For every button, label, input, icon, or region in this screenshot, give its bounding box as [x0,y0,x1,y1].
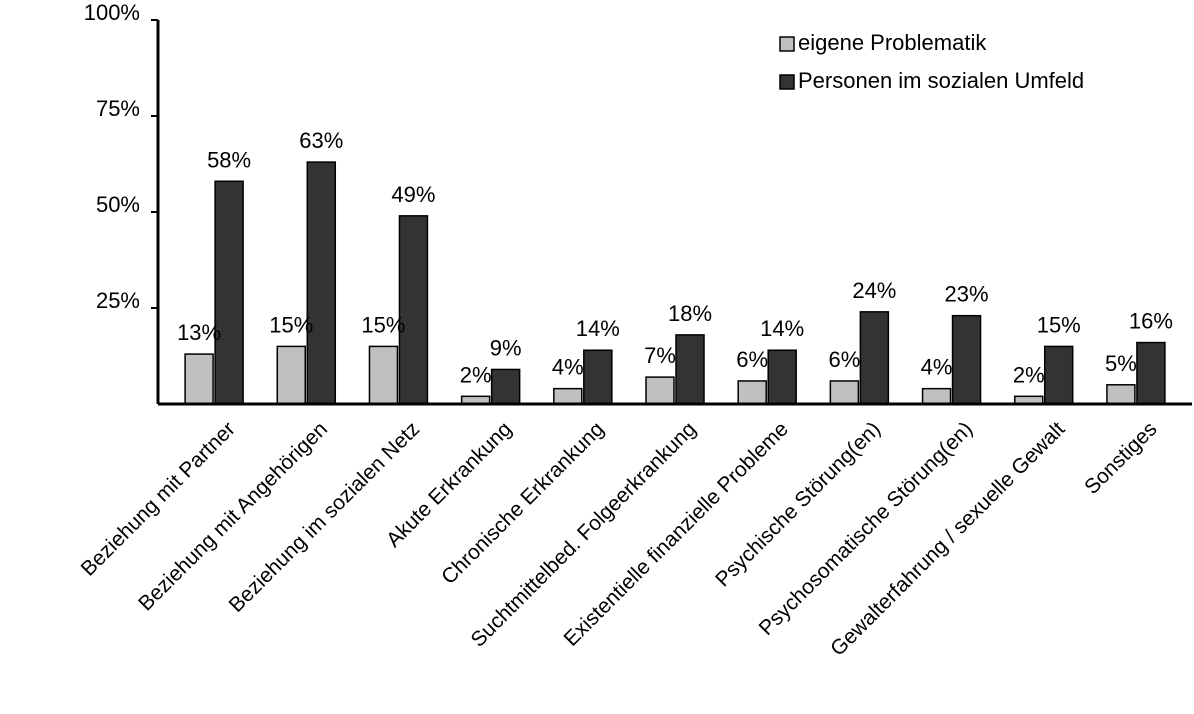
data-label: 13% [177,320,221,345]
bar-eigene-problematik [276,345,307,405]
data-label: 49% [391,182,435,207]
bar-eigene-problematik [368,345,399,405]
data-label: 58% [207,147,251,172]
data-label: 18% [668,301,712,326]
y-tick-label: 75% [96,96,140,121]
category-label: Beziehung mit Angehörigen [134,417,332,615]
data-label: 2% [460,362,492,387]
legend-label: Personen im sozialen Umfeld [798,68,1084,93]
data-label: 4% [921,355,953,380]
bar-eigene-problematik [737,380,767,405]
bar-personen-im-umfeld [767,349,797,405]
data-label: 7% [644,343,676,368]
y-tick-label: 100% [84,0,140,25]
bar-personen-im-umfeld [214,180,244,405]
bar-personen-im-umfeld [490,368,521,405]
bar-eigene-problematik [829,380,860,405]
bar-personen-im-umfeld [398,215,429,405]
category-label: Beziehung mit Partner [77,417,240,580]
data-label: 6% [828,347,860,372]
bar-personen-im-umfeld [1136,341,1166,405]
data-label: 16% [1129,309,1173,334]
bar-personen-im-umfeld [859,311,890,405]
data-label: 4% [552,355,584,380]
bar-eigene-problematik [553,387,583,405]
data-label: 23% [945,282,989,307]
data-label: 6% [736,347,768,372]
bar-personen-im-umfeld [951,314,982,405]
data-label: 15% [269,312,313,337]
category-label: Beziehung im sozialen Netz [225,417,425,617]
bar-personen-im-umfeld [675,334,705,405]
bar-personen-im-umfeld [583,349,613,405]
data-label: 2% [1013,362,1045,387]
legend-swatch [779,36,795,52]
bar-personen-im-umfeld [306,161,337,405]
bar-eigene-problematik [921,387,952,405]
bar-eigene-problematik [1106,384,1136,405]
data-label: 15% [1037,312,1081,337]
bar-eigene-problematik [645,376,675,405]
data-label: 9% [490,335,522,360]
y-tick-label: 50% [96,192,140,217]
data-label: 15% [361,312,405,337]
y-tick-label: 25% [96,288,140,313]
legend: eigene Problematik Personen im sozialen U… [779,30,1084,93]
category-label: Sonstiges [1080,417,1161,498]
data-label: 63% [299,128,343,153]
data-label: 5% [1105,351,1137,376]
category-label: Chronische Erkrankung [437,417,608,588]
legend-swatch [779,74,795,90]
y-axis-ticks: 25% 50% 75% 100% [84,0,158,313]
bar-eigene-problematik [184,353,214,405]
data-label: 14% [576,316,620,341]
category-label: Psychische Störung(en) [711,417,885,591]
bar-personen-im-umfeld [1043,345,1074,405]
data-label: 24% [852,278,896,303]
data-label: 14% [760,316,804,341]
data-labels: 13%58%15%63%15%49%2%9%4%14%7%18%6%14%6%2… [177,128,1173,387]
legend-label: eigene Problematik [798,30,987,55]
